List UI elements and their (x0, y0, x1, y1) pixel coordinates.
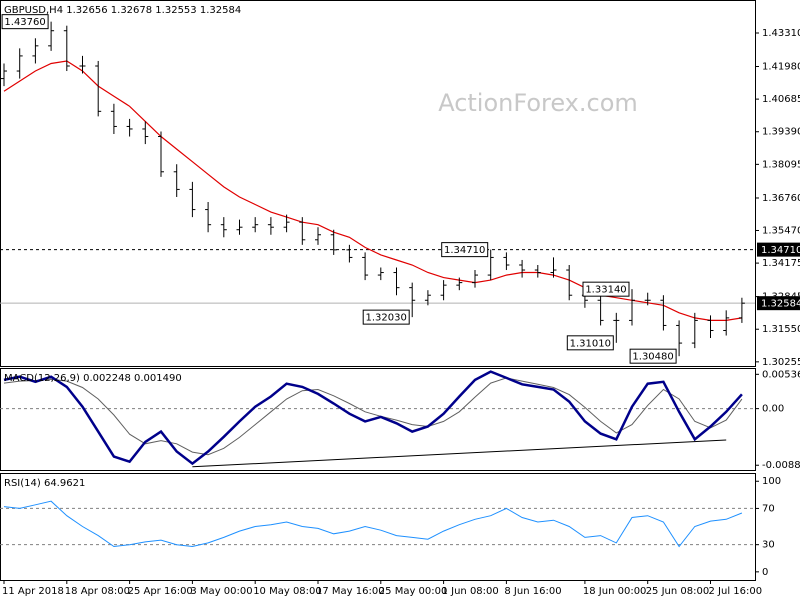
annotation-box (362, 309, 410, 325)
y-tick-label: 0.00 (762, 404, 784, 415)
annotation-box (1, 14, 49, 30)
annotation-label: 1.33140 (585, 285, 626, 296)
watermark: ActionForex.com (438, 89, 638, 117)
panel-title: GBPUSD,H4 1.32656 1.32678 1.32553 1.3258… (4, 5, 241, 16)
level-price-box-label: 1.34710 (761, 245, 800, 256)
series-line (3, 370, 743, 466)
annotation-box (582, 281, 630, 297)
x-tick-label: 17 May 16:00 (316, 586, 385, 597)
y-tick-label: 1.41980 (762, 61, 800, 72)
last-price-box (757, 296, 800, 311)
panel-title: RSI(14) 64.9621 (4, 478, 85, 489)
y-tick-label: 30 (762, 540, 775, 551)
annotation-box (629, 348, 677, 364)
trendline (192, 439, 727, 468)
panel-frame (0, 473, 756, 581)
x-tick-label: 3 May 00:00 (190, 586, 252, 597)
y-tick-label: 1.31550 (762, 324, 800, 335)
y-tick-label: 1.34175 (762, 258, 800, 269)
x-tick-label: 25 Jun 08:00 (646, 586, 710, 597)
y-tick-label: -0.008855 (762, 460, 800, 471)
annotation-label: 1.31010 (570, 338, 611, 349)
x-tick-label: 18 Apr 08:00 (65, 586, 130, 597)
x-tick-label: 10 May 08:00 (253, 586, 322, 597)
y-tick-label: 100 (762, 476, 781, 487)
y-tick-label: 1.30255 (762, 357, 800, 368)
x-tick-label: 2 Jul 16:00 (709, 586, 763, 597)
x-tick-label: 25 May 00:00 (379, 586, 448, 597)
y-tick-label: 0.005368 (762, 369, 800, 380)
x-tick-label: 8 Jun 16:00 (504, 586, 561, 597)
panel-title: MACD(12,26,9) 0.002248 0.001490 (4, 373, 182, 384)
y-tick-label: 0 (762, 567, 768, 578)
annotation-label: 1.34710 (444, 245, 485, 256)
y-tick-label: 1.38095 (762, 159, 800, 170)
y-tick-label: 1.40685 (762, 94, 800, 105)
annotation-box (566, 335, 614, 351)
annotation-label: 1.30480 (632, 352, 673, 363)
x-tick-label: 25 Apr 16:00 (128, 586, 193, 597)
y-tick-label: 1.39390 (762, 127, 800, 138)
annotation-box (441, 242, 489, 258)
y-tick-label: 1.35470 (762, 225, 800, 236)
annotation-label: 1.43760 (4, 17, 45, 28)
x-tick-label: 11 Apr 2018 (2, 586, 64, 597)
panel-frame (0, 0, 756, 367)
annotation-label: 1.32030 (366, 313, 407, 324)
y-tick-label: 1.43310 (762, 28, 800, 39)
x-tick-label: 1 Jun 08:00 (442, 586, 499, 597)
y-tick-label: 70 (762, 503, 775, 514)
y-tick-label: 1.36760 (762, 193, 800, 204)
moving-average (3, 60, 742, 321)
last-price-box-label: 1.32584 (761, 299, 800, 310)
series-line (3, 500, 743, 548)
level-price-box (757, 242, 800, 257)
x-tick-label: 18 Jun 00:00 (583, 586, 647, 597)
panel-frame (0, 368, 756, 471)
